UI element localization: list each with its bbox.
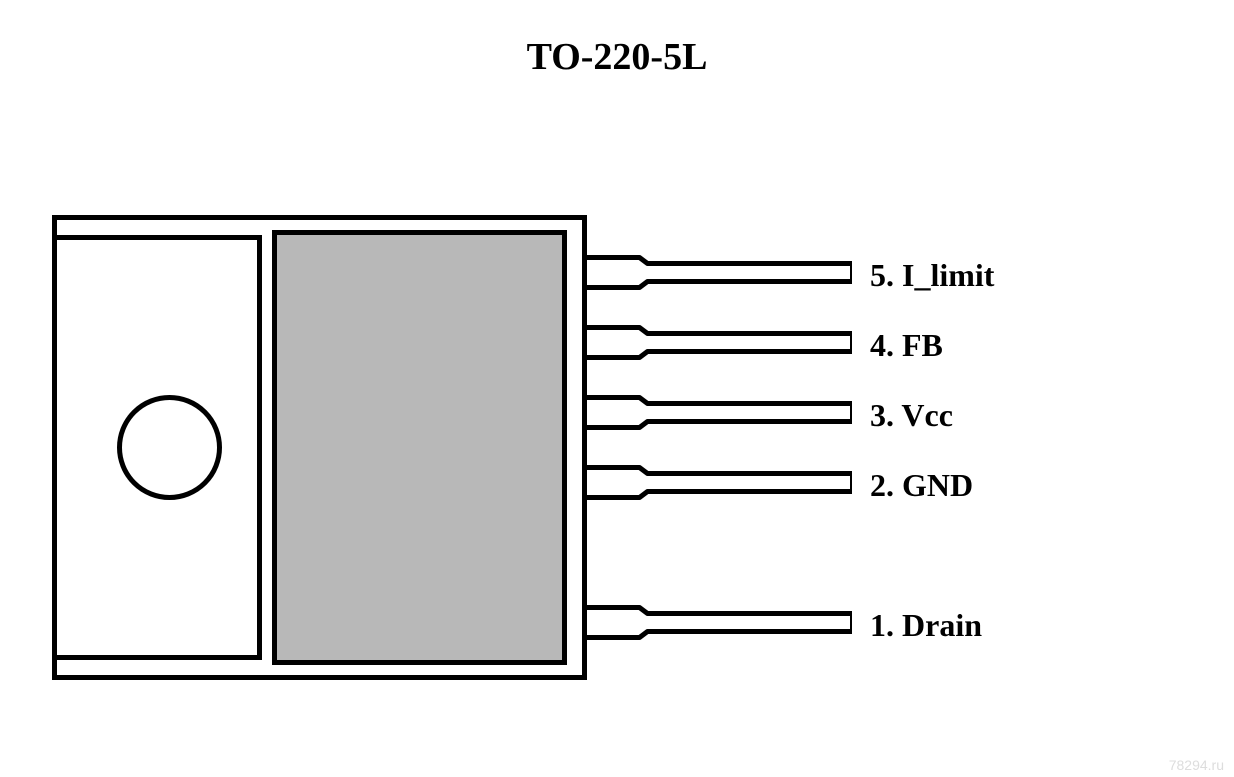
package-diagram	[52, 215, 852, 695]
pin-label-2: 2. GND	[870, 450, 994, 520]
lead-4	[585, 328, 853, 358]
lead-2	[585, 468, 853, 498]
pin-label-1: 1. Drain	[870, 590, 994, 660]
lead-3	[585, 398, 853, 428]
watermark-text: 78294.ru	[1169, 757, 1224, 773]
package-die	[275, 233, 565, 663]
lead-5	[585, 258, 853, 288]
pin-label-4: 4. FB	[870, 310, 994, 380]
pin-label-3: 3. Vcc	[870, 380, 994, 450]
lead-1	[585, 608, 853, 638]
package-title: TO-220-5L	[527, 35, 708, 79]
pin-label-list: 5. I_limit4. FB3. Vcc2. GND 1. Drain	[870, 240, 994, 660]
mounting-hole-icon	[120, 398, 220, 498]
pin-label-5: 5. I_limit	[870, 240, 994, 310]
